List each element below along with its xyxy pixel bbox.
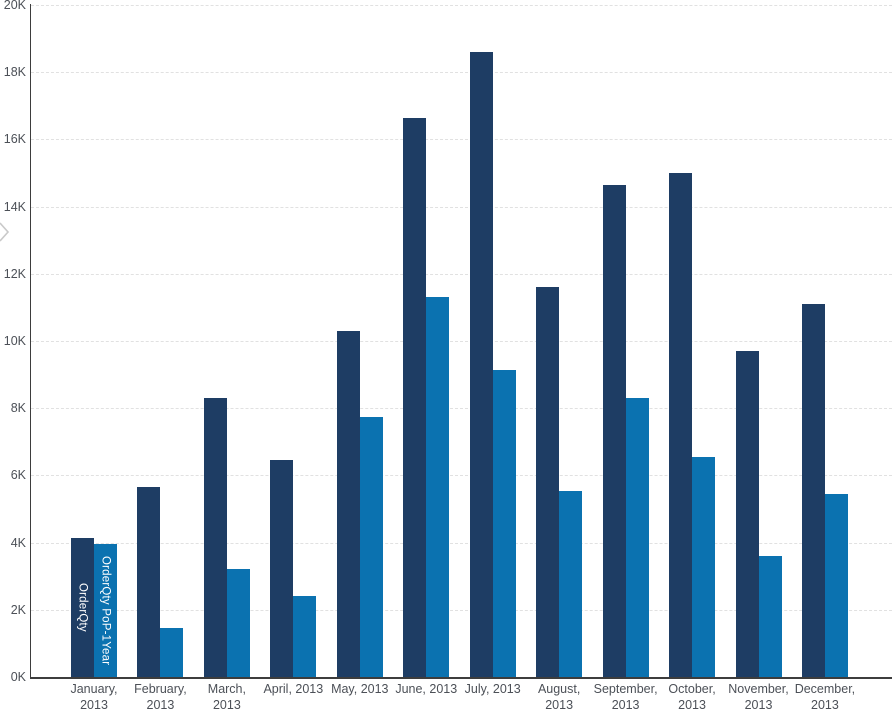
bar-orderqty-pop-1year-august-2013[interactable]: [559, 490, 583, 677]
x-axis-tick-august-2013: August, 2013: [537, 682, 581, 712]
x-axis-tick-february-2013: February, 2013: [134, 682, 187, 712]
bar-orderqty-pop-1year-june-2013[interactable]: [426, 297, 450, 677]
bar-orderqty-pop-1year-january-2013[interactable]: OrderQty PoP-1Year: [94, 544, 117, 677]
y-axis-tick-18K: 18K: [3, 65, 26, 80]
x-axis-tick-july-2013: July, 2013: [464, 682, 521, 696]
bar-orderqty-february-2013[interactable]: [137, 487, 161, 677]
bar-orderqty-november-2013[interactable]: [735, 351, 759, 677]
y-axis-tick-20K: 20K: [3, 0, 26, 12]
series-label-orderqty-pop-1year: OrderQty PoP-1Year: [99, 555, 112, 666]
bar-orderqty-pop-1year-july-2013[interactable]: [492, 369, 516, 677]
gridline-20K: [31, 5, 892, 6]
x-axis-tick-may-2013: May, 2013: [331, 682, 389, 696]
y-axis-tick-2K: 2K: [10, 602, 26, 617]
gridline-8K: [31, 408, 892, 410]
bar-orderqty-december-2013[interactable]: [801, 304, 825, 677]
bar-orderqty-march-2013[interactable]: [203, 398, 227, 677]
bar-orderqty-pop-1year-march-2013[interactable]: [226, 569, 250, 677]
bar-orderqty-october-2013[interactable]: [669, 173, 693, 677]
y-axis-tick-0K: 0K: [10, 670, 26, 684]
x-axis-tick-april-2013: April, 2013: [263, 682, 324, 696]
gridline-16K: [31, 139, 892, 141]
bar-orderqty-pop-1year-november-2013[interactable]: [758, 556, 782, 677]
gridline-6K: [31, 475, 892, 477]
y-axis-line: [29, 4, 32, 677]
bar-orderqty-july-2013[interactable]: [469, 52, 493, 677]
gridline-18K: [31, 72, 892, 74]
bar-orderqty-august-2013[interactable]: [536, 287, 560, 677]
x-axis-tick-november-2013: November, 2013: [728, 682, 789, 712]
bar-orderqty-april-2013[interactable]: [270, 460, 294, 677]
y-axis-tick-14K: 14K: [3, 199, 26, 214]
x-axis-tick-january-2013: January, 2013: [70, 682, 118, 712]
x-axis-line: [29, 677, 892, 679]
bar-orderqty-pop-1year-may-2013[interactable]: [359, 416, 383, 677]
bar-orderqty-pop-1year-september-2013[interactable]: [625, 398, 649, 677]
gridline-14K: [31, 206, 892, 208]
bar-orderqty-pop-1year-october-2013[interactable]: [692, 456, 716, 677]
bar-orderqty-pop-1year-april-2013[interactable]: [293, 596, 317, 677]
x-axis-tick-june-2013: June, 2013: [395, 682, 458, 696]
y-axis-tick-4K: 4K: [10, 535, 26, 550]
gridline-10K: [31, 341, 892, 342]
pane-collapse-chevron-icon[interactable]: [0, 221, 11, 243]
bar-orderqty-september-2013[interactable]: [602, 184, 626, 677]
y-axis-tick-6K: 6K: [10, 468, 26, 483]
bar-orderqty-may-2013[interactable]: [336, 330, 360, 677]
y-axis-tick-10K: 10K: [3, 334, 26, 348]
gridline-12K: [31, 273, 892, 275]
bar-orderqty-pop-1year-december-2013[interactable]: [824, 493, 848, 677]
x-axis-tick-march-2013: March, 2013: [207, 682, 246, 712]
bar-orderqty-june-2013[interactable]: [403, 117, 427, 677]
gridline-4K: [31, 542, 892, 544]
x-axis-tick-december-2013: December, 2013: [794, 682, 856, 712]
bar-orderqty-pop-1year-february-2013[interactable]: [160, 628, 184, 677]
y-axis-tick-8K: 8K: [10, 401, 26, 416]
series-label-orderqty: OrderQty: [76, 582, 89, 632]
bar-orderqty-january-2013[interactable]: OrderQty: [71, 537, 94, 677]
gridline-2K: [31, 609, 892, 611]
x-axis-tick-october-2013: October, 2013: [668, 682, 716, 712]
y-axis-tick-12K: 12K: [3, 266, 26, 281]
y-axis-tick-16K: 16K: [3, 132, 26, 147]
x-axis-tick-september-2013: September, 2013: [593, 682, 658, 712]
